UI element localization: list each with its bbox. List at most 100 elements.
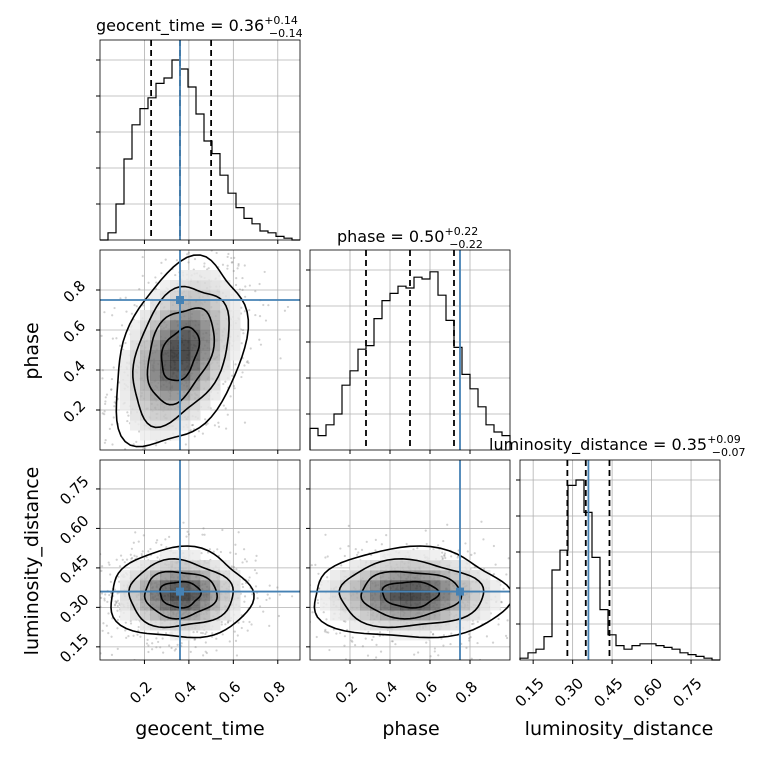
density-cell [200, 590, 211, 601]
density-cell [180, 420, 191, 431]
sample-point [288, 609, 290, 611]
sample-point [546, 626, 548, 628]
sample-point [253, 568, 257, 572]
sample-point [215, 637, 218, 640]
density-cell [220, 560, 231, 571]
sample-point [433, 650, 436, 653]
sample-point [124, 296, 127, 299]
sample-point [97, 412, 99, 414]
sample-point [104, 483, 106, 485]
sample-point [350, 639, 353, 642]
density-cell [440, 620, 451, 631]
sample-point [154, 444, 158, 447]
sample-point [473, 552, 476, 555]
density-cell [140, 420, 151, 431]
sample-point [203, 533, 206, 536]
sample-point [273, 603, 275, 605]
density-cell [370, 560, 381, 571]
sample-point [230, 565, 233, 568]
sample-point [240, 342, 243, 345]
sample-point [140, 552, 143, 556]
sample-point [111, 314, 114, 317]
sample-point [162, 651, 165, 654]
sample-point [241, 276, 244, 280]
sample-point [141, 274, 144, 277]
sample-point [325, 630, 328, 634]
sample-point [106, 600, 109, 603]
sample-point [57, 587, 59, 589]
sample-point [343, 554, 346, 558]
density-cell [130, 560, 141, 571]
sample-point [205, 423, 208, 426]
sample-point [413, 653, 416, 656]
sample-point [405, 542, 408, 546]
sample-point [351, 636, 354, 639]
sample-point [450, 555, 453, 558]
sample-point [289, 615, 291, 617]
density-cell [170, 380, 181, 391]
density-cell [230, 600, 241, 611]
density-cell [350, 600, 361, 611]
sample-point [147, 650, 150, 654]
sample-point [254, 559, 257, 562]
sample-point [139, 468, 141, 470]
sample-point [442, 644, 445, 647]
sample-point [429, 655, 432, 658]
density-cell [200, 270, 211, 281]
density-cell [200, 380, 211, 391]
density-cell [400, 590, 411, 601]
density-cell [220, 280, 231, 291]
density-cell [190, 380, 201, 391]
density-cell [150, 600, 161, 611]
density-cell [160, 330, 171, 341]
density-cell [200, 620, 211, 631]
density-cell [130, 590, 141, 601]
density-cell [140, 350, 151, 361]
contour-level-1 [143, 570, 219, 620]
density-cell [120, 570, 131, 581]
density-cell [220, 310, 231, 321]
sample-point [502, 587, 505, 590]
sample-point [112, 366, 115, 369]
sample-point [103, 441, 107, 444]
contour-level-2 [131, 285, 230, 429]
sample-point [126, 419, 129, 423]
density-cell [190, 600, 201, 611]
sample-point [100, 569, 103, 573]
density-cell [210, 620, 221, 631]
density-cell [170, 410, 181, 421]
sample-point [244, 285, 247, 288]
density-cell [210, 350, 221, 361]
contour-level-0 [381, 580, 441, 609]
sample-point [482, 567, 486, 571]
density-cell [180, 380, 191, 391]
density-cell [180, 310, 191, 321]
density-cell [210, 560, 221, 571]
density-cell [400, 560, 411, 571]
sample-point [184, 443, 187, 446]
sample-point [103, 413, 106, 416]
sample-point [304, 582, 306, 584]
density-cell [460, 580, 471, 591]
density-cell [160, 580, 171, 591]
sample-point [324, 533, 327, 536]
sample-point [220, 620, 223, 624]
sample-point [119, 554, 123, 557]
sample-point [193, 638, 196, 641]
sample-point [276, 586, 279, 589]
density-cell [180, 560, 191, 571]
sample-point [258, 338, 261, 341]
sample-point [141, 550, 144, 553]
density-cell [390, 580, 401, 591]
sample-point [242, 588, 244, 590]
sample-point [311, 611, 314, 614]
sample-point [249, 347, 252, 350]
sample-point [241, 288, 244, 291]
density-cell [150, 400, 161, 411]
sample-point [497, 617, 500, 621]
density-cell [160, 350, 171, 361]
sample-point [133, 303, 136, 307]
density-cell [420, 630, 431, 641]
sample-point [164, 258, 167, 261]
density-cell [190, 370, 201, 381]
